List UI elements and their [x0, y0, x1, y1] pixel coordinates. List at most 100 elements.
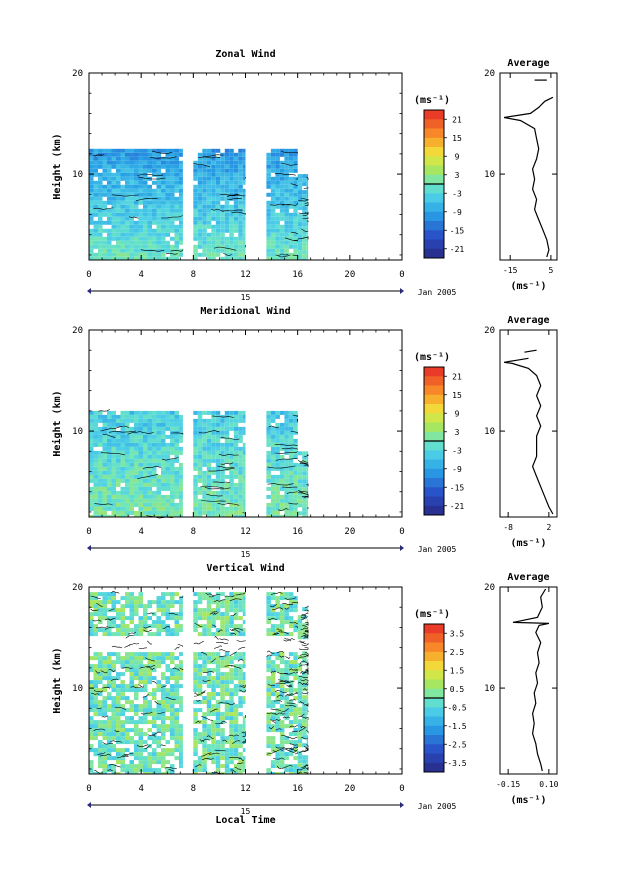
heatmap-cell [129, 236, 134, 241]
heatmap-cell [156, 148, 161, 153]
heatmap-cell [161, 720, 166, 725]
heatmap-cell [93, 458, 98, 463]
heatmap-cell [165, 616, 170, 621]
heatmap-cell [89, 664, 94, 669]
heatmap-cell [134, 470, 139, 475]
heatmap-cell [129, 184, 134, 189]
heatmap-cell [120, 414, 125, 419]
heatmap-cell [293, 176, 298, 181]
heatmap-cell [152, 240, 157, 245]
heatmap-cell [138, 180, 143, 185]
heatmap-cell [229, 692, 234, 697]
heatmap-cell [284, 494, 289, 499]
heatmap-cell [211, 164, 216, 169]
heatmap-cell [107, 256, 112, 260]
heatmap-cell [306, 695, 309, 700]
heatmap-cell [170, 510, 175, 515]
heatmap-cell [116, 442, 121, 447]
heatmap-cell [93, 236, 98, 241]
heatmap-cell [229, 728, 234, 733]
heatmap-cell [229, 160, 234, 165]
heatmap-cell [174, 482, 179, 487]
heatmap-cell [165, 688, 170, 693]
heatmap-cell [170, 228, 175, 233]
heatmap-cell [156, 446, 161, 451]
heatmap-cell [89, 748, 94, 753]
heatmap-cell [293, 688, 298, 693]
heatmap-cell [238, 450, 243, 455]
heatmap-cell [98, 204, 103, 209]
heatmap-cell [116, 438, 121, 443]
heatmap-cell [156, 256, 161, 260]
colorbar-swatch [424, 394, 444, 405]
heatmap-cell [288, 660, 294, 665]
heatmap-cell [270, 716, 276, 721]
heatmap-cell [102, 736, 107, 741]
heatmap-cell [165, 740, 170, 745]
heatmap-cell [98, 256, 103, 260]
heatmap-cell [129, 740, 134, 745]
heatmap-cell [270, 728, 276, 733]
heatmap-cell [233, 672, 239, 677]
heatmap-cell [156, 224, 161, 229]
contour-line [274, 451, 298, 454]
heatmap-cell [220, 164, 225, 169]
heatmap-cell [107, 228, 112, 233]
heatmap-cell [206, 422, 212, 427]
heatmap-cell [129, 502, 134, 507]
heatmap-cell [211, 172, 216, 177]
heatmap-cell [288, 498, 294, 503]
contour-line [110, 678, 119, 682]
contour-line [179, 667, 184, 670]
heatmap-cell [129, 160, 134, 165]
heatmap-cell [202, 434, 207, 439]
heatmap-cell [229, 164, 234, 169]
heatmap-cell [297, 511, 303, 516]
heatmap-cell [211, 676, 216, 681]
heatmap-cell [297, 727, 303, 732]
heatmap-cell [266, 208, 271, 213]
heatmap-cell [270, 434, 276, 439]
heatmap-cell [102, 696, 107, 701]
heatmap-cell [111, 748, 116, 753]
heatmap-cell [288, 252, 294, 257]
heatmap-cell [134, 732, 139, 737]
heatmap-cell [270, 612, 276, 617]
heatmap-cell [89, 180, 94, 185]
heatmap-cell [215, 740, 221, 745]
average-y-tick-label: 20 [484, 583, 495, 593]
heatmap-cell [98, 248, 103, 253]
heatmap-cell [165, 418, 170, 423]
heatmap-cell [138, 506, 143, 511]
heatmap-cell [279, 438, 285, 443]
heatmap-cell [93, 676, 98, 681]
heatmap-cell [302, 499, 307, 504]
heatmap-cell [288, 620, 294, 625]
heatmap-cell [193, 196, 198, 201]
heatmap-cell [288, 720, 294, 725]
heatmap-cell [111, 736, 116, 741]
heatmap-cell [89, 446, 94, 451]
heatmap-cell [129, 152, 134, 157]
heatmap-cell [102, 192, 107, 197]
heatmap-cell [220, 716, 225, 721]
heatmap-cell [143, 446, 148, 451]
heatmap-cell [229, 502, 234, 507]
contour-line [276, 628, 283, 632]
contour-line [303, 703, 309, 706]
heatmap-cell [224, 688, 230, 693]
heatmap-cell [306, 727, 309, 732]
heatmap-cell [297, 475, 303, 480]
heatmap-cell [165, 612, 170, 617]
contour-line [272, 607, 284, 611]
heatmap-cell [152, 510, 157, 515]
heatmap-cell [233, 212, 239, 217]
heatmap-cell [284, 168, 289, 173]
heatmap-cell [93, 688, 98, 693]
heatmap-cell [138, 482, 143, 487]
heatmap-cell [275, 204, 280, 209]
heatmap-cell [293, 708, 298, 713]
heatmap-cell [193, 672, 198, 677]
heatmap-cell [120, 434, 125, 439]
heatmap-cell [143, 160, 148, 165]
